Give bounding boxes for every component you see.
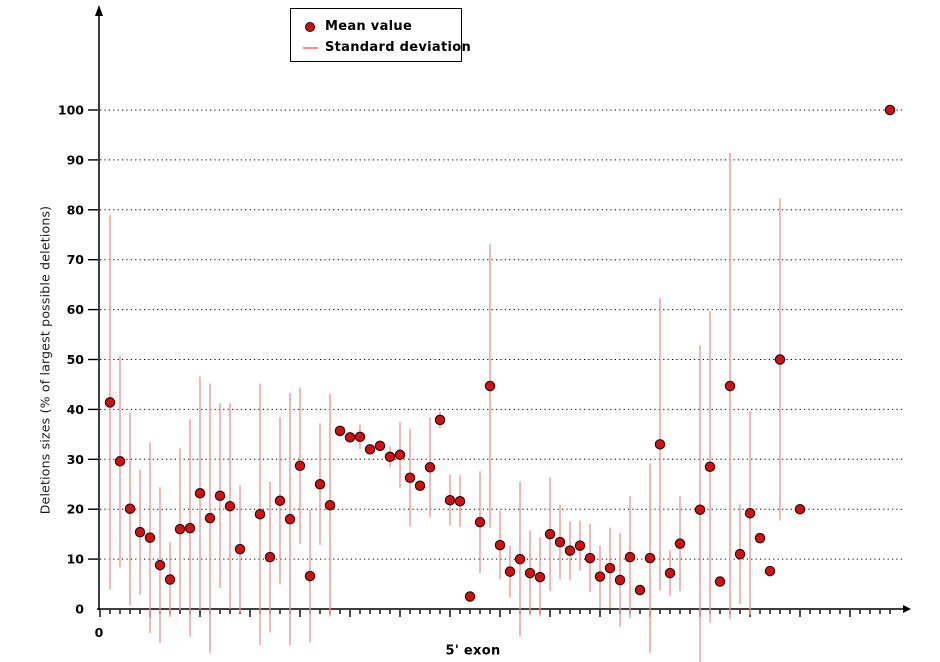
x-axis-arrow-icon: [903, 605, 911, 613]
y-tick-label: 100: [58, 103, 84, 118]
legend: Mean value Standard deviation: [290, 8, 471, 62]
mean-point: [534, 571, 546, 583]
mean-point: [184, 522, 196, 534]
mean-point: [334, 425, 346, 437]
stddev-line-icon: [302, 46, 318, 49]
mean-point: [344, 432, 356, 443]
mean-point: [264, 551, 276, 563]
mean-point: [764, 565, 776, 577]
legend-label-mean: Mean value: [325, 19, 413, 34]
mean-point: [274, 495, 286, 506]
mean-point: [354, 431, 366, 443]
legend-item-stddev: Standard deviation: [301, 37, 471, 58]
y-tick-label: 30: [67, 452, 85, 467]
mean-point: [654, 439, 666, 450]
mean-point: [464, 591, 476, 602]
mean-point: [604, 562, 616, 574]
mean-point: [294, 460, 306, 472]
y-tick-label: 10: [67, 552, 85, 567]
mean-point: [524, 567, 536, 579]
mean-point: [544, 528, 556, 540]
mean-point: [404, 472, 416, 484]
mean-point: [634, 584, 646, 596]
mean-point: [134, 526, 146, 538]
mean-point: [204, 512, 216, 524]
y-tick-label: 0: [75, 602, 84, 617]
mean-point: [794, 503, 806, 515]
mean-point: [414, 480, 426, 491]
mean-point: [694, 504, 706, 515]
mean-point: [374, 440, 386, 452]
mean-point: [164, 574, 176, 585]
mean-point: [504, 566, 516, 577]
mean-point: [144, 532, 156, 543]
mean-point: [234, 543, 246, 555]
legend-item-mean: Mean value: [301, 16, 461, 37]
mean-point: [514, 553, 526, 565]
mean-point: [304, 570, 316, 582]
mean-point: [484, 380, 496, 392]
mean-point: [394, 449, 406, 461]
mean-point: [494, 539, 506, 551]
mean-point: [424, 462, 436, 473]
y-tick-label: 80: [67, 202, 85, 217]
mean-point: [714, 576, 726, 587]
legend-label-stddev: Standard deviation: [325, 40, 472, 55]
mean-point: [254, 508, 266, 520]
mean-point: [584, 552, 596, 564]
mean-point: [194, 487, 206, 499]
mean-point: [154, 559, 166, 571]
mean-dot-icon: [305, 21, 315, 32]
mean-point: [174, 523, 186, 535]
y-tick-label: 60: [67, 302, 85, 317]
x-axis-title: 5' exon: [445, 643, 501, 659]
y-tick-label: 90: [67, 152, 85, 167]
mean-point: [564, 545, 576, 556]
mean-point: [364, 444, 376, 455]
mean-point: [774, 354, 786, 365]
mean-point: [444, 494, 456, 506]
mean-point: [314, 478, 326, 490]
mean-point: [474, 516, 486, 528]
mean-point: [384, 451, 396, 463]
mean-point: [324, 499, 336, 511]
mean-point: [214, 490, 226, 501]
y-axis-title: Deletions sizes (% of largest possible d…: [37, 205, 53, 515]
mean-point: [754, 532, 766, 544]
mean-point: [624, 551, 636, 563]
mean-point: [644, 552, 656, 564]
y-axis-arrow-icon: [95, 5, 103, 16]
mean-point: [454, 495, 466, 507]
mean-point: [574, 540, 586, 551]
mean-point: [884, 104, 896, 116]
legend-marker-column: [301, 21, 319, 32]
mean-point: [594, 571, 606, 582]
mean-point: [104, 397, 116, 408]
y-tick-label: 20: [67, 502, 85, 517]
mean-point: [664, 567, 676, 579]
mean-point: [434, 414, 446, 426]
legend-marker-column: [301, 46, 319, 49]
mean-point: [554, 536, 566, 548]
mean-point: [724, 380, 736, 392]
x-origin-label: 0: [95, 625, 104, 640]
mean-point: [734, 548, 746, 560]
mean-point: [114, 456, 126, 467]
mean-point: [674, 538, 686, 549]
mean-point: [704, 461, 716, 473]
mean-point: [224, 500, 236, 512]
mean-point: [744, 507, 756, 519]
y-tick-label: 70: [67, 252, 85, 267]
y-tick-label: 50: [67, 352, 85, 367]
y-tick-label: 40: [67, 402, 85, 417]
mean-point: [124, 503, 136, 514]
mean-point: [284, 513, 296, 525]
mean-point: [614, 574, 626, 586]
